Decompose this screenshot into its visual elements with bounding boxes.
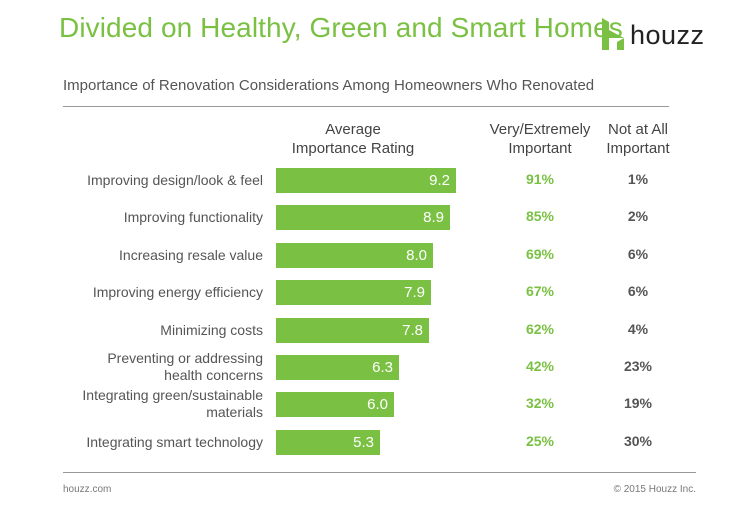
category-label: Improving design/look & feel (87, 172, 263, 189)
column-header-line: Not at All (607, 121, 669, 138)
not-important-value: 6% (627, 246, 649, 262)
footer-site: houzz.com (63, 484, 112, 495)
not-important-value: 2% (627, 208, 649, 224)
footer-copyright: © 2015 Houzz Inc. (613, 484, 696, 495)
column-header-line: Important (606, 140, 670, 157)
category-label: Minimizing costs (160, 322, 263, 339)
bar-value-label: 7.9 (404, 284, 425, 301)
category-label: Increasing resale value (119, 247, 263, 264)
column-header-line: Important (508, 140, 572, 157)
not-important-value: 30% (623, 433, 653, 449)
houzz-logo-icon (602, 18, 624, 50)
very-important-value: 91% (525, 171, 555, 187)
very-important-value: 32% (525, 395, 555, 411)
bar: 9.2 (276, 168, 456, 193)
houzz-logo-text: houzz (630, 20, 705, 50)
very-important-value: 69% (525, 246, 555, 262)
bar: 7.8 (276, 318, 429, 343)
column-header-not-important: Not at All Important (583, 120, 693, 158)
category-label-line: Integrating smart technology (86, 433, 263, 450)
not-important-value: 23% (623, 358, 653, 374)
bar: 6.0 (276, 392, 394, 417)
category-label-line: Improving energy efficiency (92, 283, 263, 300)
category-label-line: Increasing resale value (119, 246, 263, 263)
column-header-line: Importance Rating (291, 140, 415, 157)
not-important-value: 4% (627, 321, 649, 337)
category-label: Integrating smart technology (86, 434, 263, 451)
bar-value-label: 8.9 (423, 209, 444, 226)
very-important-value: 85% (525, 208, 555, 224)
category-label-line: Integrating green/sustainable (82, 387, 263, 403)
very-important-value: 67% (525, 283, 555, 299)
top-divider (63, 106, 669, 107)
bar-value-label: 9.2 (429, 172, 450, 189)
very-important-value: 42% (525, 358, 555, 374)
bar-value-label: 6.0 (367, 396, 388, 413)
category-label-line: Minimizing costs (160, 321, 263, 338)
category-label: Integrating green/sustainable materials (82, 387, 263, 421)
very-important-value: 62% (525, 321, 555, 337)
category-label-line: health concerns (164, 367, 263, 383)
bar: 8.0 (276, 243, 433, 268)
column-header-line: Very/Extremely (489, 121, 591, 138)
bar: 6.3 (276, 355, 399, 380)
chart-title: Importance of Renovation Considerations … (63, 77, 595, 94)
category-label-line: Preventing or addressing (107, 350, 263, 366)
very-important-value: 25% (525, 433, 555, 449)
category-label: Preventing or addressing health concerns (107, 350, 263, 384)
category-label: Improving functionality (124, 209, 263, 226)
category-label-line: Improving design/look & feel (87, 171, 263, 188)
category-label-line: Improving functionality (123, 208, 263, 225)
not-important-value: 6% (627, 283, 649, 299)
bar: 7.9 (276, 280, 431, 305)
page-title: Divided on Healthy, Green and Smart Home… (59, 12, 623, 43)
bar-value-label: 7.8 (402, 322, 423, 339)
category-label: Improving energy efficiency (93, 284, 263, 301)
column-header-very-important: Very/Extremely Important (470, 120, 610, 158)
category-label-line: materials (206, 404, 263, 420)
bar-value-label: 6.3 (372, 359, 393, 376)
bar-value-label: 8.0 (406, 247, 427, 264)
column-header-average: Average Importance Rating (262, 120, 444, 158)
column-header-line: Average (325, 121, 381, 138)
bar: 5.3 (276, 430, 380, 455)
bar: 8.9 (276, 205, 450, 230)
not-important-value: 1% (627, 171, 649, 187)
bottom-divider (63, 472, 696, 473)
not-important-value: 19% (623, 395, 653, 411)
bar-value-label: 5.3 (353, 434, 374, 451)
